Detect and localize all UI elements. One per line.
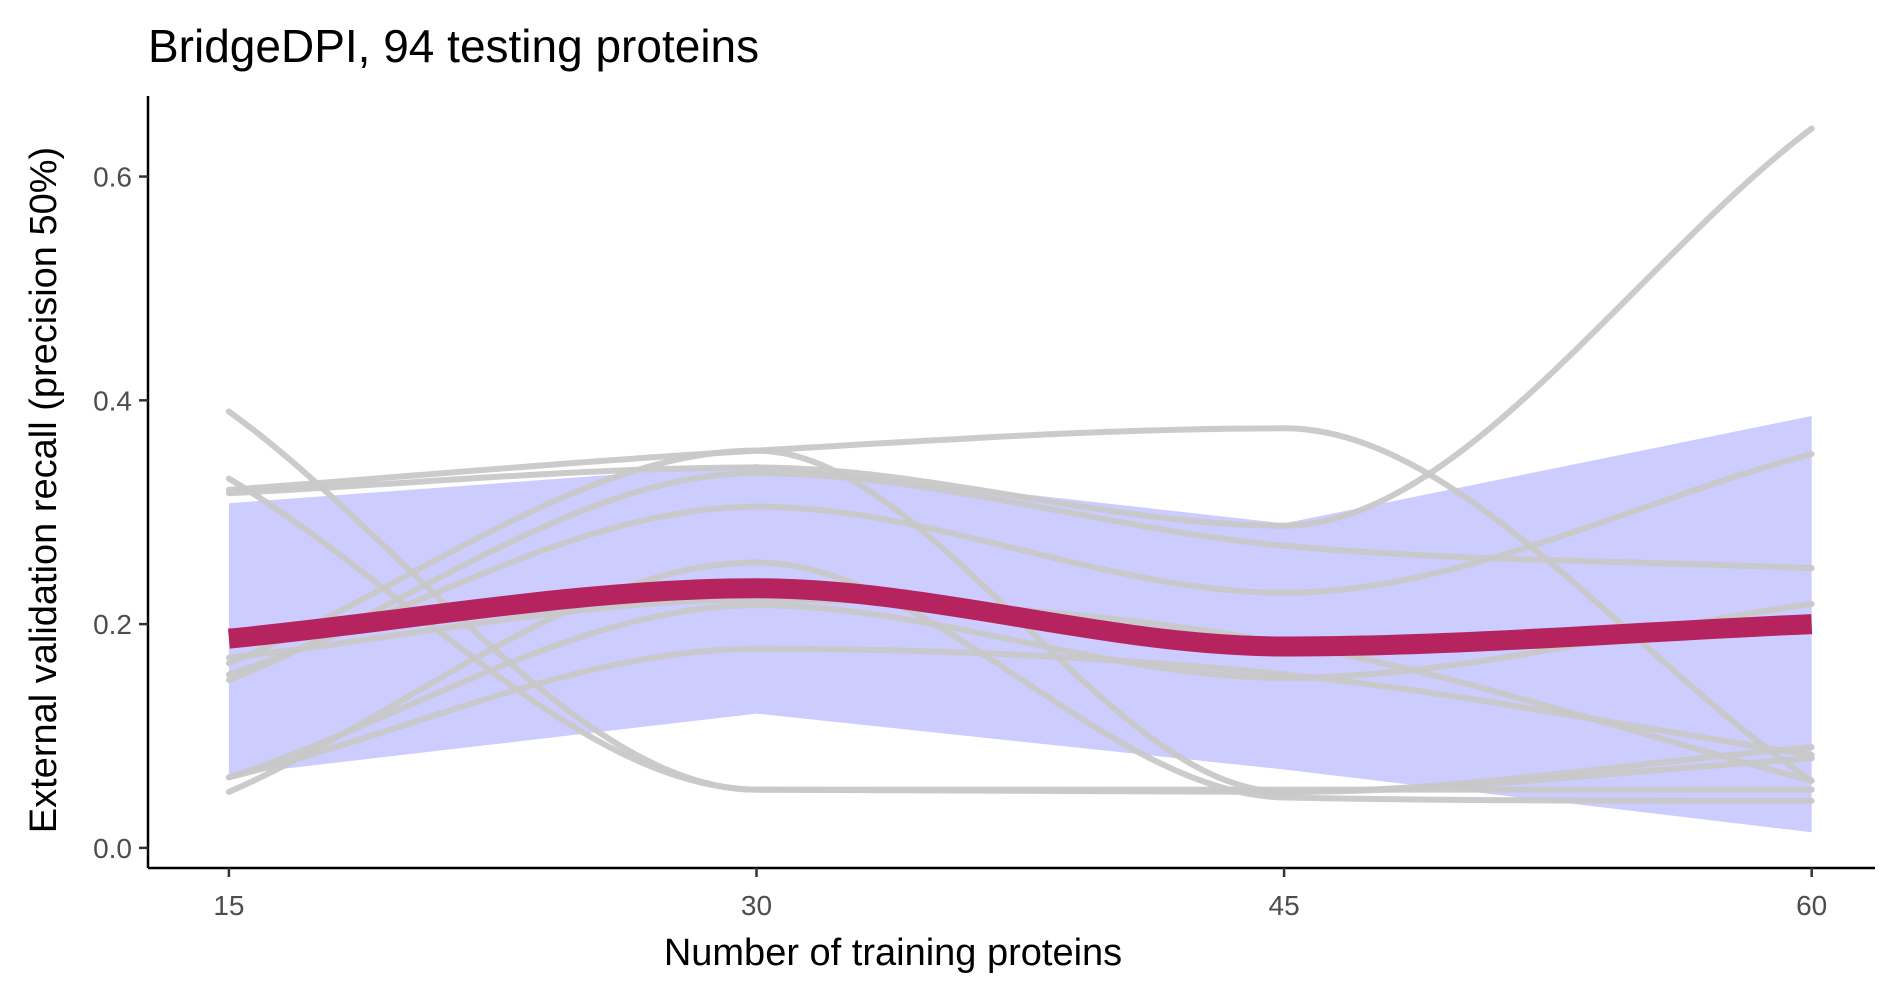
x-axis-title: Number of training proteins	[664, 932, 1122, 974]
individual-line-4	[225, 125, 1815, 529]
ticks-layer: 15 30 45 60 0.0 0.2 0.4 0.6	[93, 162, 1827, 921]
y-tick-label: 0.2	[93, 609, 132, 640]
chart-title: BridgeDPI, 94 testing proteins	[148, 20, 759, 72]
y-axis-title: External validation recall (precision 50…	[23, 147, 65, 833]
individual-line-3	[225, 425, 1815, 784]
individual-line-5	[225, 470, 1815, 684]
individual-line-2	[225, 559, 1815, 804]
y-tick-label: 0.4	[93, 385, 132, 416]
x-tick-label: 15	[213, 890, 244, 921]
axes	[146, 96, 1875, 870]
y-tick-label: 0.6	[93, 162, 132, 193]
individual-line-9	[225, 645, 1815, 781]
y-tick-label: 0.0	[93, 833, 132, 864]
individual-line-8	[225, 600, 1815, 781]
x-tick-label: 30	[741, 890, 772, 921]
x-tick-label: 60	[1796, 890, 1827, 921]
mean-line-layer	[227, 578, 1813, 657]
individual-line-7	[225, 475, 1815, 795]
x-tick-label: 45	[1269, 890, 1300, 921]
mean-line	[227, 578, 1813, 657]
individual-line-6	[225, 451, 1815, 678]
